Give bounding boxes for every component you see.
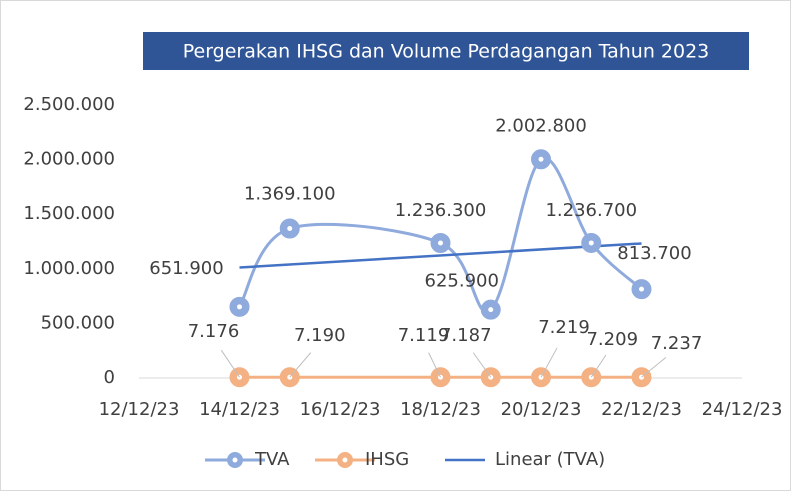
leader-line (220, 349, 240, 378)
legend-label: TVA (254, 449, 290, 470)
point-center (639, 286, 644, 292)
data-label: 7.176 (188, 321, 240, 342)
data-label: 2.002.800 (495, 115, 587, 136)
data-label: 1.236.700 (545, 200, 637, 221)
legend-marker-center (342, 457, 348, 463)
leader-line (540, 347, 558, 378)
y-tick-label: 2.000.000 (23, 149, 115, 170)
x-tick-label: 18/12/23 (400, 399, 481, 420)
data-label: 7.187 (440, 325, 492, 346)
leader-line (428, 352, 441, 378)
x-tick-label: 14/12/23 (199, 399, 280, 420)
x-tick-label: 20/12/23 (501, 399, 582, 420)
data-label: 7.119 (398, 325, 450, 346)
point-center (237, 304, 242, 310)
data-label: 813.700 (617, 243, 691, 264)
legend-label: IHSG (365, 449, 409, 470)
data-label: 1.236.300 (395, 200, 487, 221)
y-tick-label: 2.500.000 (23, 94, 115, 115)
data-label: 7.209 (586, 329, 638, 350)
data-label: 7.190 (294, 325, 346, 346)
chart-title: Pergerakan IHSG dan Volume Perdagangan T… (183, 41, 710, 63)
leader-line (289, 352, 312, 378)
point-center (538, 156, 544, 162)
point-center (287, 225, 293, 231)
data-label: 7.237 (651, 333, 703, 354)
x-tick-label: 24/12/23 (702, 399, 783, 420)
y-tick-label: 500.000 (41, 312, 115, 333)
trend-line (239, 242, 642, 269)
x-tick-label: 22/12/23 (601, 399, 682, 420)
data-label: 651.900 (149, 258, 223, 279)
y-tick-label: 1.500.000 (23, 203, 115, 224)
x-tick-label: 16/12/23 (300, 399, 381, 420)
legend-marker-center (232, 457, 238, 463)
legend-label: Linear (TVA) (495, 449, 605, 470)
data-label: 7.219 (538, 317, 590, 338)
y-tick-label: 0 (104, 367, 115, 388)
title-box (143, 32, 749, 70)
point-center (588, 240, 594, 246)
point-center (488, 307, 494, 313)
point-center (438, 240, 443, 246)
leader-line (641, 357, 667, 378)
leader-line (590, 354, 607, 378)
y-tick-label: 1.000.000 (23, 258, 115, 279)
data-label: 1.369.100 (244, 183, 336, 204)
data-label: 625.900 (425, 271, 499, 292)
leader-line (472, 352, 492, 378)
x-tick-label: 12/12/23 (99, 399, 180, 420)
